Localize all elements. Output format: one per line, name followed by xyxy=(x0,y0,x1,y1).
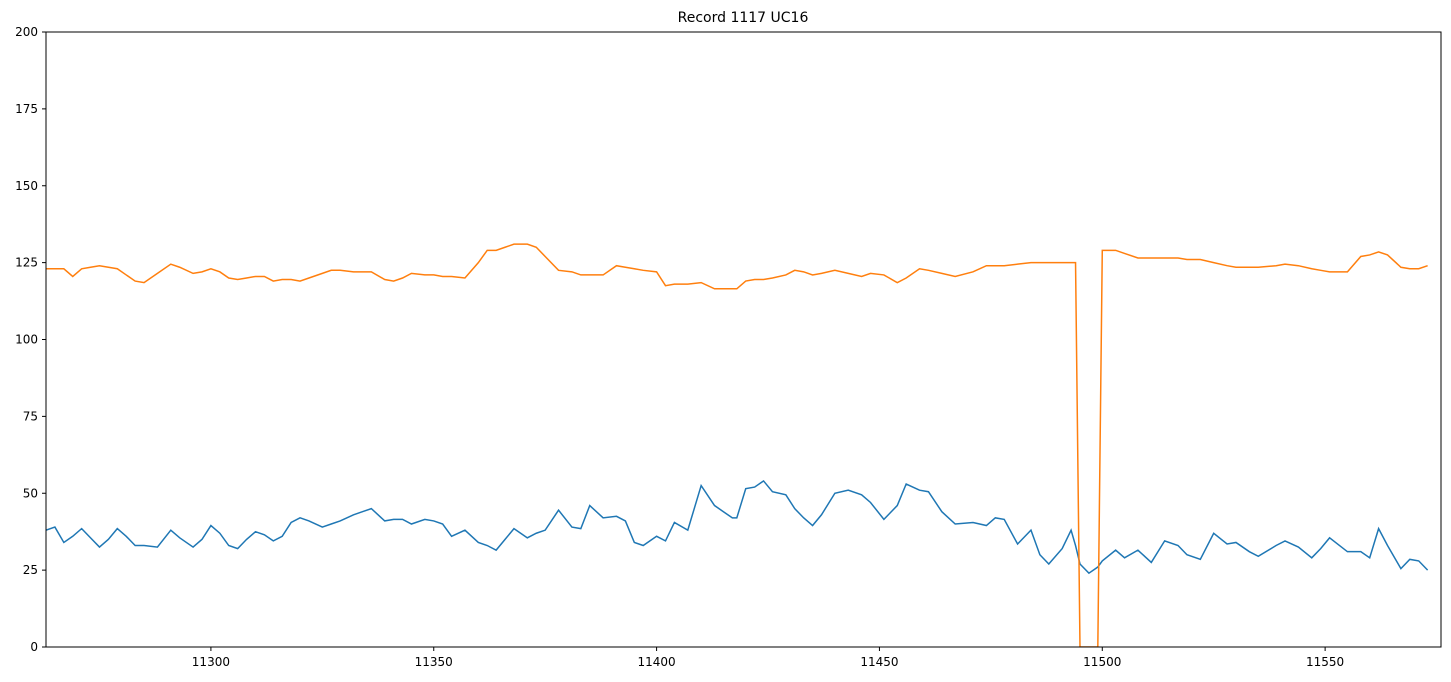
y-tick-label: 100 xyxy=(15,333,38,347)
x-tick-label: 11550 xyxy=(1306,655,1344,669)
series-line xyxy=(46,243,1428,647)
y-tick-label: 200 xyxy=(15,25,38,39)
y-tick-label: 175 xyxy=(15,102,38,116)
y-tick-label: 150 xyxy=(15,179,38,193)
x-tick-label: 11400 xyxy=(637,655,675,669)
y-tick-label: 125 xyxy=(15,256,38,270)
y-tick-label: 25 xyxy=(23,563,38,577)
x-tick-label: 11300 xyxy=(192,655,230,669)
series-line xyxy=(46,479,1429,575)
x-tick-label: 11500 xyxy=(1083,655,1121,669)
x-tick-label: 11350 xyxy=(415,655,453,669)
y-tick-label: 0 xyxy=(30,640,38,654)
x-tick-label: 11450 xyxy=(860,655,898,669)
y-tick-label: 50 xyxy=(23,486,38,500)
plot-frame xyxy=(45,31,1442,648)
y-tick-label: 75 xyxy=(23,409,38,423)
chart-title: Record 1117 UC16 xyxy=(678,10,809,26)
